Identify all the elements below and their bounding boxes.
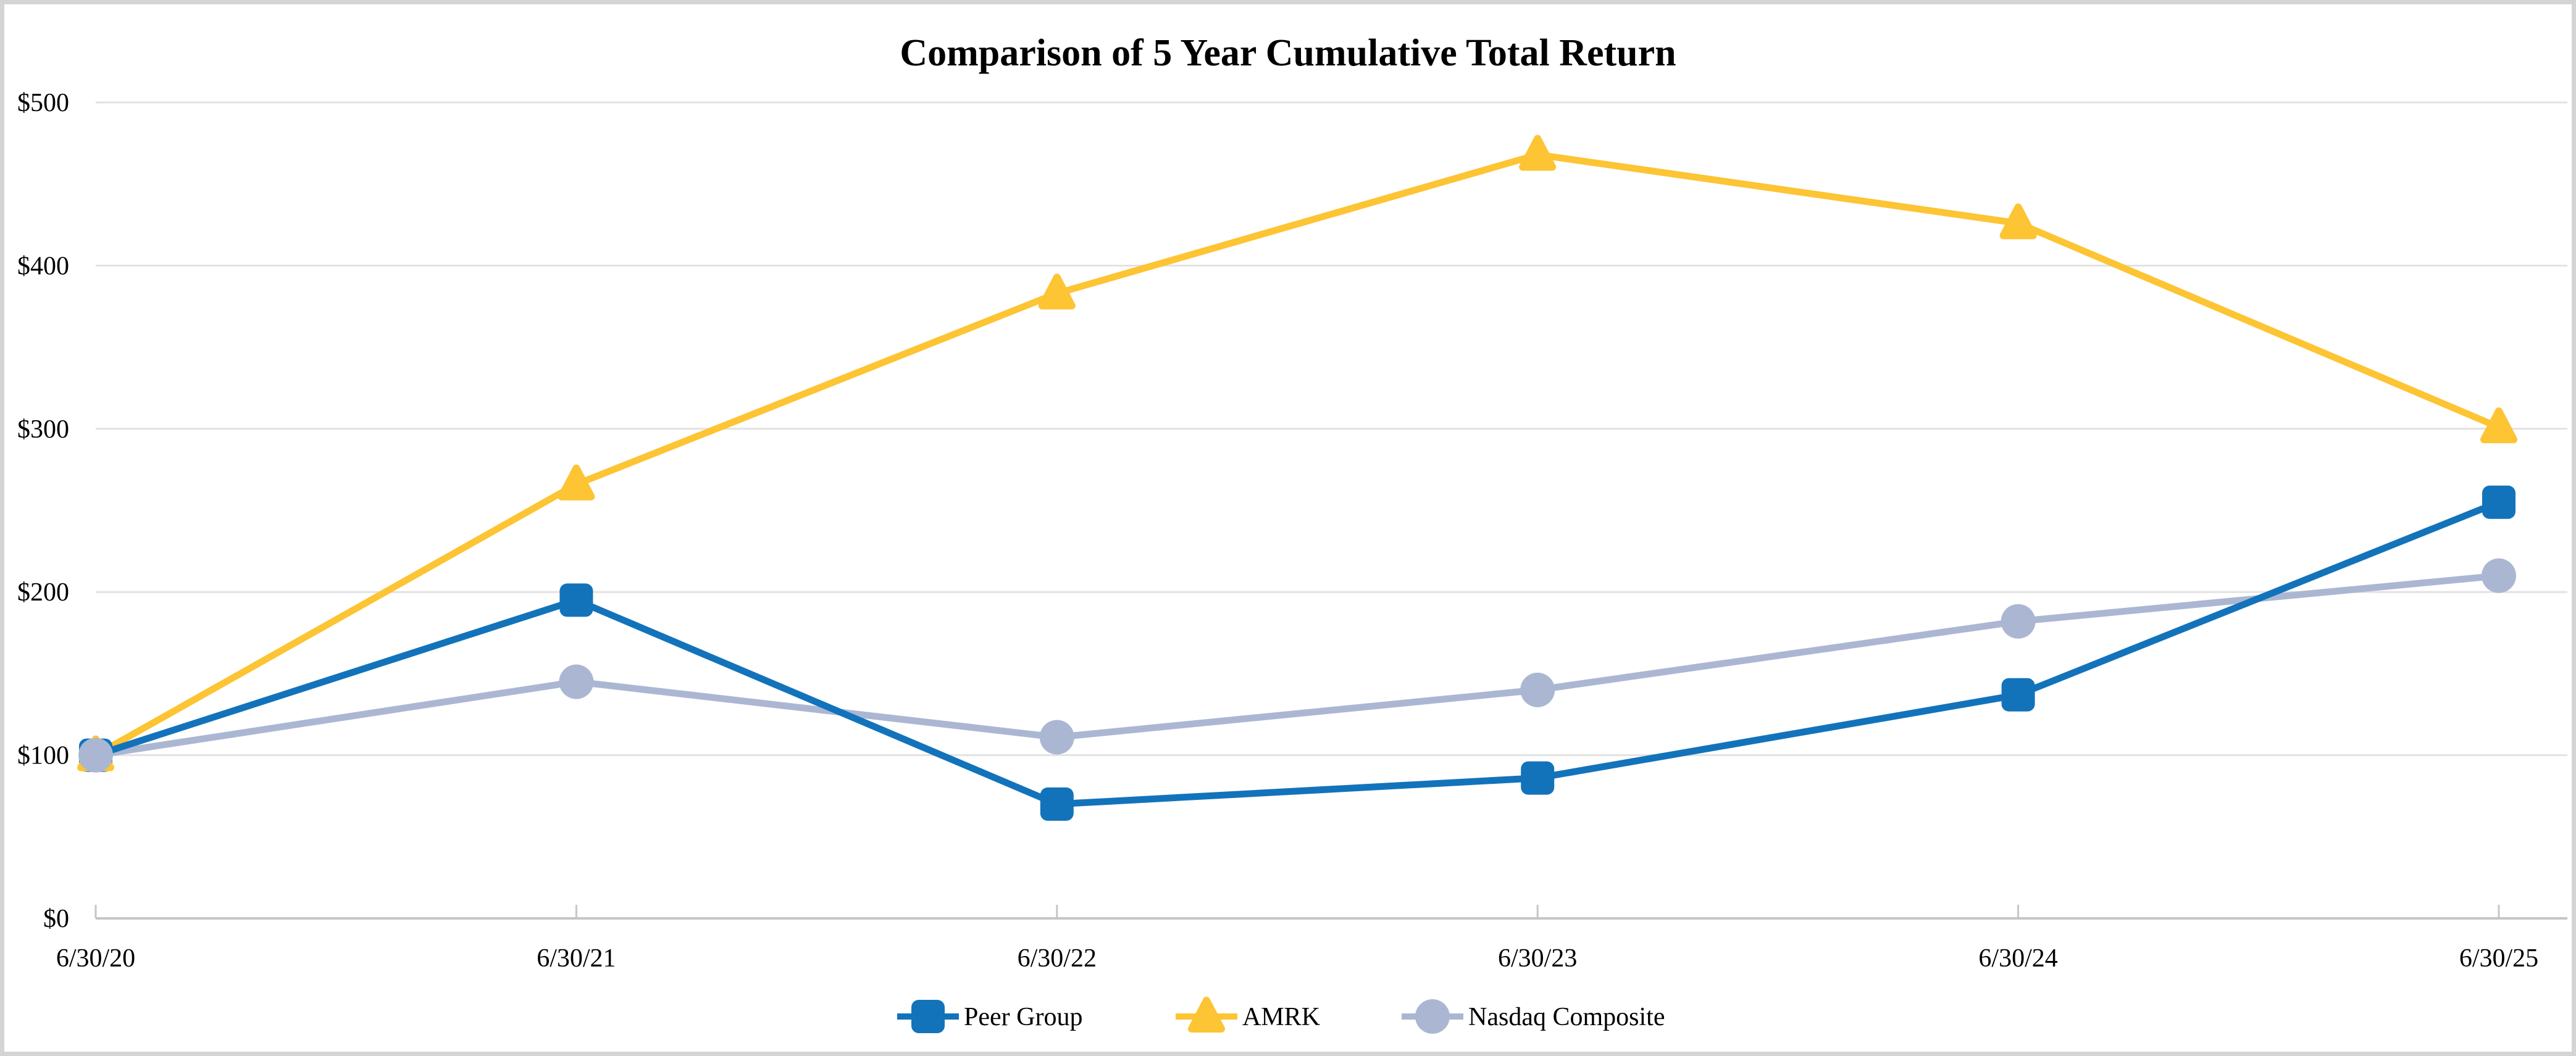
y-axis-label-100: $100 bbox=[17, 742, 69, 770]
y-axis-labels: $0 $100 $200 $300 $400 $500 bbox=[17, 89, 69, 933]
legend-marker-square-icon bbox=[911, 1000, 945, 1033]
data-point-nasdaq-composite-6/30/22 bbox=[1039, 720, 1074, 755]
x-axis bbox=[94, 905, 2567, 920]
legend: Peer Group AMRK Nasdaq Composite bbox=[897, 997, 1665, 1034]
data-point-peer-group-6/30/25 bbox=[2482, 485, 2515, 519]
series-lines bbox=[92, 151, 2503, 808]
legend-marker-circle-icon bbox=[1415, 999, 1450, 1034]
legend-item-nasdaq-composite: Nasdaq Composite bbox=[1402, 999, 1665, 1034]
data-point-amrk-6/30/23 bbox=[1519, 135, 1557, 171]
x-axis-label-5: 6/30/25 bbox=[2459, 944, 2538, 973]
y-axis-label-0: $0 bbox=[43, 905, 69, 933]
data-point-amrk-6/30/21 bbox=[558, 464, 595, 501]
data-point-peer-group-6/30/22 bbox=[1040, 787, 1074, 821]
series-line-peer-group bbox=[92, 499, 2503, 808]
y-axis-label-500: $500 bbox=[17, 89, 69, 117]
data-point-nasdaq-composite-6/30/23 bbox=[1520, 672, 1555, 707]
x-axis-label-1: 6/30/21 bbox=[537, 944, 616, 973]
legend-marker-triangle-icon bbox=[1188, 997, 1225, 1033]
x-axis-label-0: 6/30/20 bbox=[56, 944, 135, 973]
data-point-peer-group-6/30/24 bbox=[2001, 678, 2035, 712]
chart-title: Comparison of 5 Year Cumulative Total Re… bbox=[900, 32, 1676, 74]
data-point-amrk-6/30/24 bbox=[1999, 203, 2037, 239]
y-axis-label-300: $300 bbox=[17, 415, 69, 444]
x-axis-label-2: 6/30/22 bbox=[1018, 944, 1097, 973]
x-axis-label-3: 6/30/23 bbox=[1498, 944, 1577, 973]
data-point-peer-group-6/30/21 bbox=[559, 583, 593, 617]
series-line-amrk bbox=[92, 151, 2503, 759]
data-point-nasdaq-composite-6/30/21 bbox=[559, 664, 594, 699]
data-point-peer-group-6/30/23 bbox=[1521, 761, 1555, 795]
y-axis-label-200: $200 bbox=[17, 578, 69, 607]
legend-label-nasdaq-composite: Nasdaq Composite bbox=[1468, 1003, 1665, 1031]
gridlines bbox=[96, 101, 2567, 757]
legend-label-amrk: AMRK bbox=[1242, 1003, 1320, 1031]
data-point-amrk-6/30/22 bbox=[1038, 273, 1076, 310]
data-point-amrk-6/30/25 bbox=[2480, 407, 2517, 444]
data-point-nasdaq-composite-6/30/24 bbox=[2001, 604, 2036, 639]
y-axis-label-400: $400 bbox=[17, 252, 69, 280]
x-axis-label-4: 6/30/24 bbox=[1978, 944, 2057, 973]
legend-label-peer-group: Peer Group bbox=[964, 1003, 1082, 1031]
series-line-nasdaq-composite bbox=[92, 572, 2503, 759]
legend-item-peer-group: Peer Group bbox=[897, 1000, 1082, 1033]
legend-item-amrk: AMRK bbox=[1176, 997, 1320, 1033]
series-markers bbox=[77, 135, 2517, 821]
data-point-nasdaq-composite-6/30/25 bbox=[2482, 558, 2516, 593]
data-point-nasdaq-composite-6/30/20 bbox=[78, 738, 113, 773]
x-axis-labels: 6/30/20 6/30/21 6/30/22 6/30/23 6/30/24 6/30/… bbox=[56, 944, 2538, 973]
